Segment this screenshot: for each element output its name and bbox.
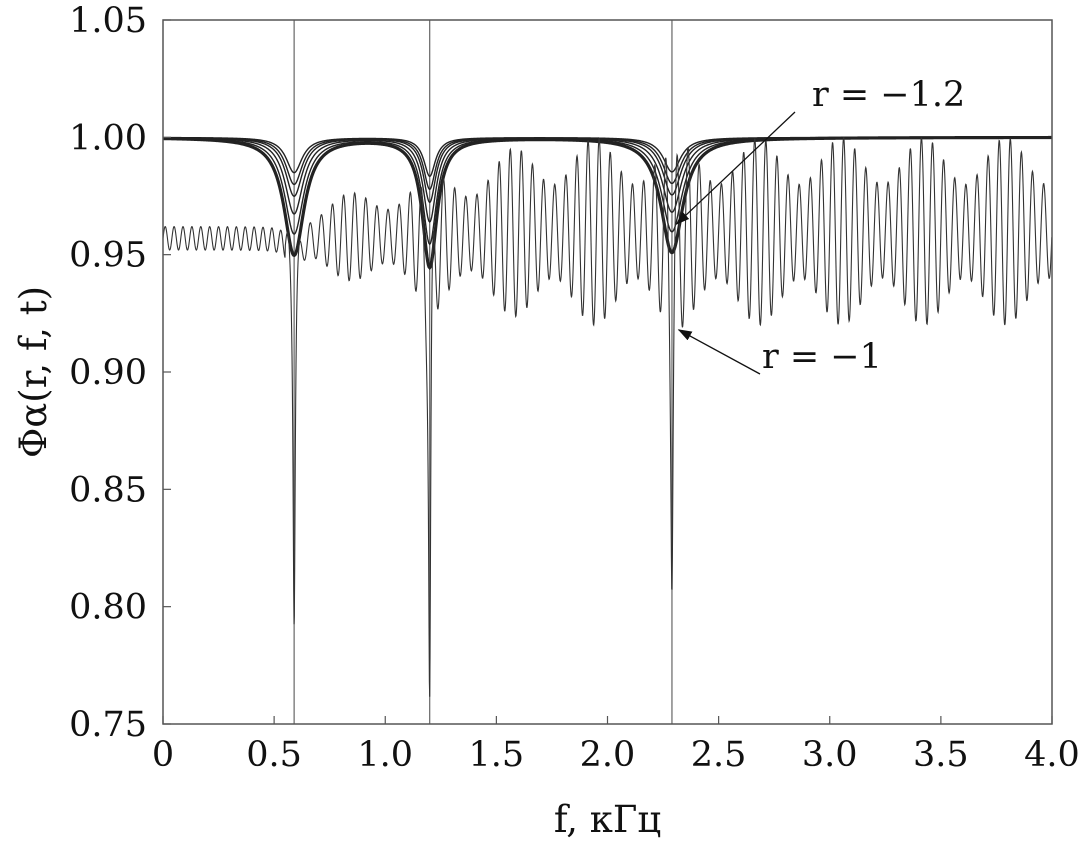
x-tick-label: 4.0 (1024, 735, 1080, 775)
x-axis-ticks: 0 0.5 1.0 1.5 2.0 2.5 3.0 3.5 4.0 (152, 716, 1080, 775)
series-group (162, 135, 1053, 697)
marker-lines (293, 20, 673, 724)
x-tick-label: 2.0 (580, 735, 636, 775)
x-tick-label: 0 (152, 735, 174, 775)
y-tick-label: 0.85 (69, 470, 147, 510)
series-line-r-1.2 (163, 136, 1052, 223)
annotation-arrow (675, 111, 796, 225)
series-line-r-1.2 (162, 135, 1052, 271)
annotation-arrow (677, 329, 761, 375)
x-tick-label: 1.5 (469, 735, 525, 775)
x-tick-label: 2.5 (691, 735, 747, 775)
series-line-r-1 (162, 136, 1053, 697)
annotation-label: r = −1.2 (812, 75, 965, 115)
series-line-r-1.2 (163, 136, 1052, 191)
y-tick-label: 0.95 (69, 236, 147, 276)
x-tick-label: 0.5 (246, 735, 302, 775)
annotations: r = −1.2 r = −1 (675, 75, 965, 377)
y-tick-label: 0.90 (69, 353, 147, 393)
annotation-label: r = −1 (762, 337, 882, 377)
y-axis-title: Φα(r, f, t) (12, 286, 55, 458)
y-tick-label: 0.80 (69, 588, 147, 628)
y-tick-label: 0.75 (69, 705, 147, 745)
y-axis-ticks: 0.75 0.80 0.85 0.90 0.95 1.00 1.05 (69, 1, 171, 745)
y-tick-label: 1.05 (69, 1, 147, 41)
x-tick-label: 3.5 (913, 735, 969, 775)
x-axis-title: f, кГц (554, 798, 661, 841)
x-tick-label: 3.0 (802, 735, 858, 775)
y-tick-label: 1.00 (69, 118, 147, 158)
x-tick-label: 1.0 (357, 735, 413, 775)
